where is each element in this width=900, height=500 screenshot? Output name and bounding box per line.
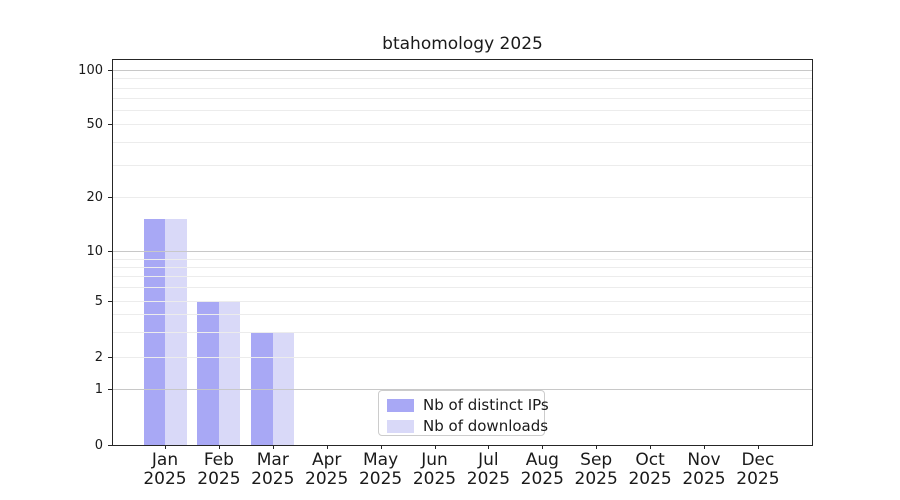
x-tick-mark (165, 445, 166, 449)
y-tick-label: 5 (94, 293, 103, 309)
x-tick-label-nov: Nov 2025 (682, 450, 726, 489)
x-tick-mark (650, 445, 652, 449)
bar-downloads-feb (218, 300, 241, 445)
x-tick-mark (596, 445, 598, 449)
x-tick-mark (488, 445, 490, 449)
gridline-minor (113, 98, 812, 100)
x-tick-label-sep: Sep 2025 (574, 450, 618, 489)
gridline-major (113, 70, 812, 71)
y-tick-label: 1 (94, 382, 103, 397)
gridline-minor (113, 266, 812, 268)
x-tick-mark (218, 445, 220, 449)
gridline-minor (113, 300, 812, 302)
legend-entry-distinct-ips: Nb of distinct IPs (387, 396, 549, 414)
x-tick-label-dec: Dec 2025 (736, 450, 780, 489)
y-tick-mark (108, 389, 112, 390)
x-tick-mark (704, 445, 705, 449)
y-tick-label: 20 (86, 189, 103, 205)
legend-entry-downloads: Nb of downloads (387, 417, 548, 435)
legend-label-distinct-ips: Nb of distinct IPs (423, 396, 549, 414)
y-tick-label: 10 (86, 244, 103, 259)
bar-distinct-ips-mar (251, 331, 273, 445)
x-tick-label-apr: Apr 2025 (305, 450, 349, 489)
x-tick-mark (434, 445, 436, 449)
y-tick-mark (108, 251, 112, 252)
y-tick-label: 2 (94, 350, 103, 365)
y-tick-mark (108, 124, 112, 126)
y-tick-label: 100 (78, 63, 103, 78)
chart-title: btahomology 2025 (382, 34, 543, 54)
gridline-minor (113, 258, 812, 260)
legend-swatch-distinct-ips (387, 398, 414, 412)
x-tick-label-may: May 2025 (358, 450, 403, 489)
y-tick-mark (108, 357, 112, 358)
gridline-minor (113, 78, 812, 80)
gridline-major (113, 251, 812, 252)
legend: Nb of distinct IPs Nb of downloads (378, 390, 549, 436)
x-tick-mark (542, 445, 544, 449)
y-tick-label: 50 (86, 117, 103, 133)
x-tick-label-jun: Jun 2025 (412, 450, 457, 489)
x-tick-label-mar: Mar 2025 (251, 450, 295, 489)
x-tick-label-jan: Jan 2025 (143, 450, 187, 489)
y-tick-mark (108, 70, 112, 71)
gridline-minor (113, 287, 812, 289)
y-tick-mark (108, 196, 112, 198)
gridline-minor (113, 87, 812, 89)
gridline-minor (113, 314, 812, 316)
gridline-minor (113, 276, 812, 278)
x-tick-label-feb: Feb 2025 (197, 450, 241, 489)
gridline-major (113, 389, 812, 390)
x-tick-label-aug: Aug 2025 (520, 450, 564, 489)
legend-label-downloads: Nb of downloads (423, 417, 549, 435)
y-tick-mark (108, 445, 112, 446)
x-tick-label-oct: Oct 2025 (628, 450, 672, 489)
gridline-minor (113, 331, 812, 333)
x-tick-mark (326, 445, 328, 449)
x-tick-mark (380, 445, 382, 449)
y-tick-mark (108, 300, 112, 302)
legend-swatch-downloads (387, 419, 414, 433)
gridline-minor (113, 142, 812, 144)
y-tick-label: 0 (94, 438, 103, 453)
gridline-minor (113, 110, 812, 112)
x-tick-mark (272, 445, 274, 449)
gridline-minor (113, 164, 812, 166)
gridline-minor (113, 124, 812, 126)
x-tick-label-jul: Jul 2025 (466, 450, 511, 489)
gridline-minor (113, 357, 812, 358)
bar-downloads-mar (272, 331, 295, 445)
x-tick-mark (757, 445, 759, 449)
gridline-minor (113, 196, 812, 198)
bar-distinct-ips-feb (197, 300, 219, 445)
